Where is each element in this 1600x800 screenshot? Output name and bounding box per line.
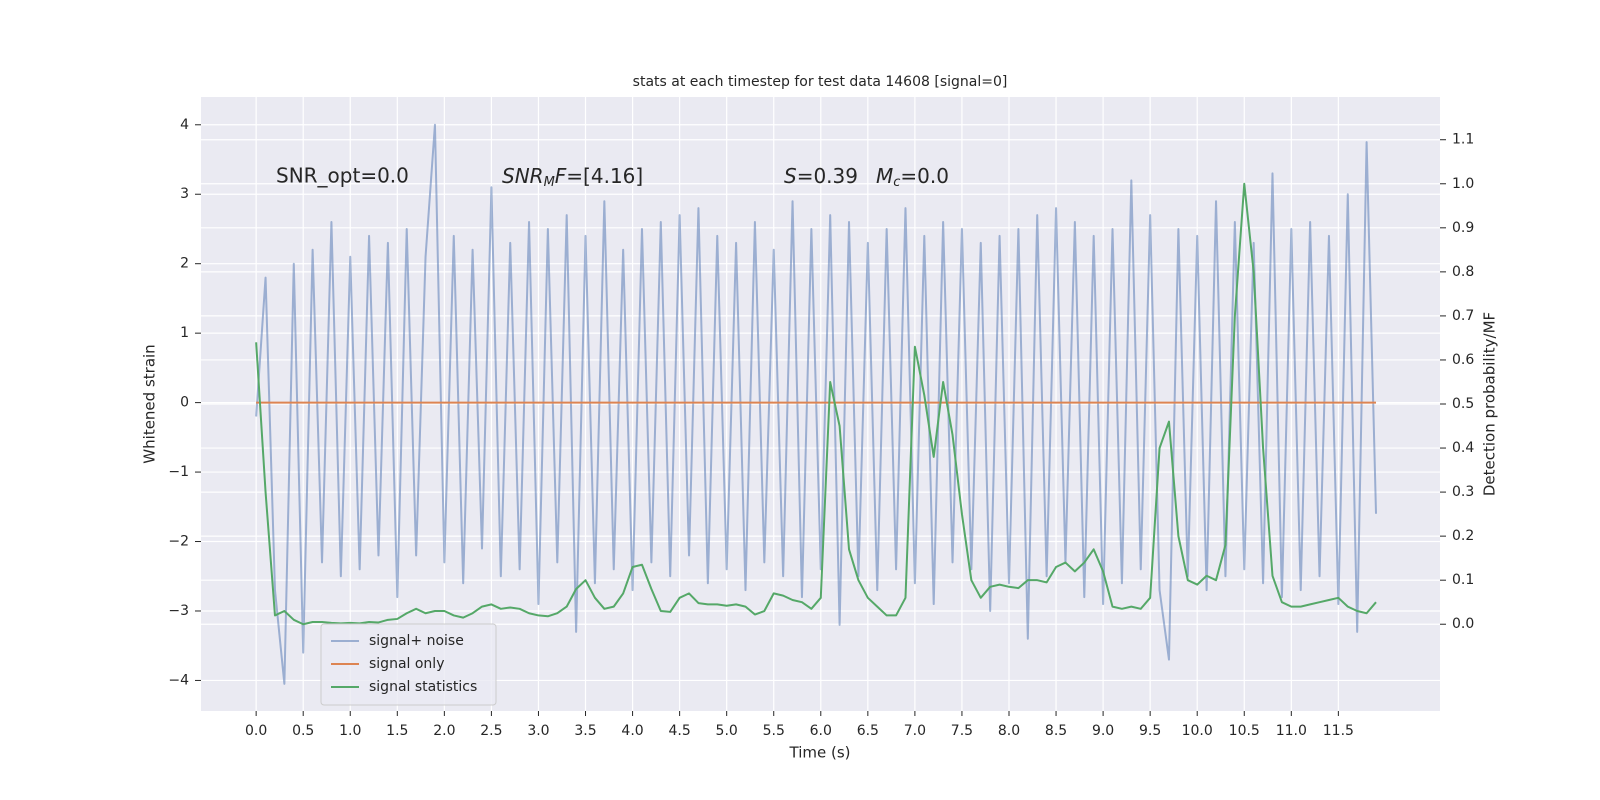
y2-tick-label: 0.4 [1452, 440, 1474, 456]
legend-label: signal only [369, 656, 444, 672]
x-tick-label: 6.5 [857, 723, 879, 739]
x-tick-label: 8.5 [1045, 723, 1067, 739]
y-tick-label: 3 [180, 186, 189, 202]
chart-title: stats at each timestep for test data 146… [633, 74, 1008, 90]
x-tick-label: 2.5 [480, 723, 502, 739]
marks [255, 123, 1378, 685]
y-tick-label: −4 [168, 672, 189, 688]
x-tick-label: 3.0 [527, 723, 549, 739]
y2-tick-label: 0.9 [1452, 220, 1474, 236]
annotation-part: =0.0 [900, 164, 949, 188]
x-tick-label: 6.0 [810, 723, 832, 739]
x-tick-label: 10.0 [1182, 723, 1213, 739]
y-tick-label: 4 [180, 117, 189, 133]
x-tick-label: 3.5 [574, 723, 596, 739]
series-line [255, 123, 1378, 685]
y-tick-label: 0 [180, 395, 189, 411]
y2-tick-label: 0.7 [1452, 308, 1474, 324]
y2-tick-label: 1.0 [1452, 176, 1474, 192]
y2-tick-label: 0.2 [1452, 528, 1474, 544]
y-tick-label: −2 [168, 534, 189, 550]
x-tick-label: 0.5 [292, 723, 314, 739]
y2-tick-label: 1.1 [1452, 132, 1474, 148]
annotation-part: M [876, 164, 893, 188]
annotation: SNRMF=[4.16] [502, 164, 643, 190]
y2-tick-label: 0.1 [1452, 572, 1474, 588]
x-tick-label: 2.0 [433, 723, 455, 739]
x-tick-label: 9.5 [1139, 723, 1161, 739]
annotation-part: =0.39 [797, 164, 858, 188]
y2-axis-label: Detection probability/MF [1481, 312, 1499, 496]
y-tick-label: 1 [180, 325, 189, 341]
series-line [255, 182, 1377, 626]
grid [195, 97, 1446, 716]
annotation-part: c [893, 175, 900, 190]
y2-tick-label: 0.6 [1452, 352, 1474, 368]
legend-label: signal statistics [369, 679, 477, 695]
y2-tick-label: 0.5 [1452, 396, 1474, 412]
annotation-part: M [544, 175, 555, 190]
legend-label: signal+ noise [369, 633, 464, 649]
y-tick-label: 2 [180, 256, 189, 272]
x-tick-label: 1.0 [339, 723, 361, 739]
annotation: S=0.39 Mc=0.0 [784, 164, 949, 190]
x-tick-label: 0.0 [245, 723, 267, 739]
y-tick-label: −3 [168, 603, 189, 619]
y2-tick-label: 0.0 [1452, 616, 1474, 632]
annotation-part: =[4.16] [566, 164, 643, 188]
x-tick-label: 4.5 [668, 723, 690, 739]
x-tick-label: 1.5 [386, 723, 408, 739]
x-tick-label: 5.0 [716, 723, 738, 739]
annotation-part: SNR [502, 164, 544, 188]
annotation-part: F [555, 164, 567, 188]
y-tick-label: −1 [168, 464, 189, 480]
x-tick-label: 4.0 [621, 723, 643, 739]
x-tick-label: 11.5 [1323, 723, 1354, 739]
annotation-part: S [784, 164, 797, 188]
x-tick-label: 8.0 [998, 723, 1020, 739]
y2-tick-label: 0.8 [1452, 264, 1474, 280]
x-tick-label: 7.0 [904, 723, 926, 739]
x-tick-label: 10.5 [1229, 723, 1260, 739]
legend: signal+ noise signal only signal statistic… [320, 623, 497, 706]
x-axis-label: Time (s) [789, 744, 851, 762]
x-tick-label: 5.5 [763, 723, 785, 739]
annotation: SNR_opt=0.0 [276, 164, 409, 188]
y2-tick-label: 0.3 [1452, 484, 1474, 500]
x-tick-label: 9.0 [1092, 723, 1114, 739]
legend-box [320, 623, 497, 706]
x-tick-label: 11.0 [1276, 723, 1307, 739]
x-tick-label: 7.5 [951, 723, 973, 739]
y-axis-label: Whitened strain [141, 344, 159, 463]
